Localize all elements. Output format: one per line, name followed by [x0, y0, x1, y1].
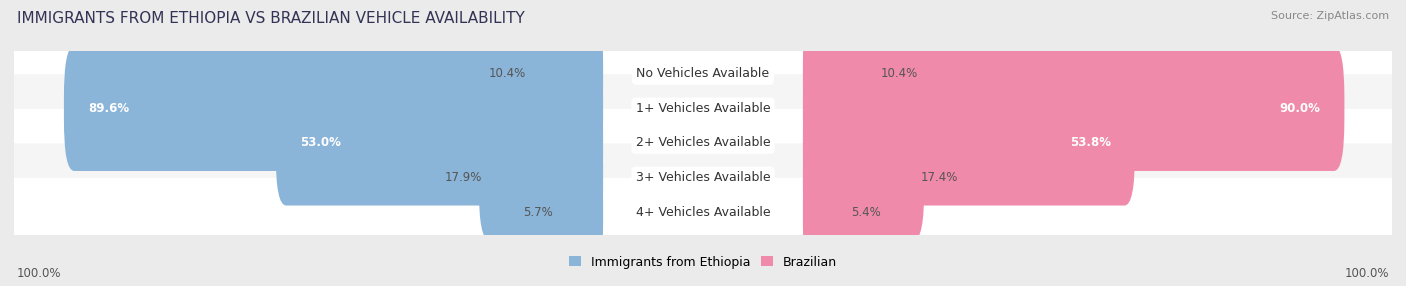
Text: 4+ Vehicles Available: 4+ Vehicles Available: [636, 206, 770, 219]
Text: 2+ Vehicles Available: 2+ Vehicles Available: [636, 136, 770, 150]
FancyBboxPatch shape: [550, 150, 603, 275]
Text: 17.4%: 17.4%: [921, 171, 959, 184]
Text: 53.8%: 53.8%: [1070, 136, 1111, 150]
Text: 53.0%: 53.0%: [299, 136, 340, 150]
FancyBboxPatch shape: [4, 40, 1402, 108]
FancyBboxPatch shape: [479, 115, 603, 240]
FancyBboxPatch shape: [803, 80, 1135, 206]
FancyBboxPatch shape: [276, 80, 603, 206]
Text: 17.9%: 17.9%: [444, 171, 482, 184]
Text: 89.6%: 89.6%: [89, 102, 129, 115]
Text: 1+ Vehicles Available: 1+ Vehicles Available: [636, 102, 770, 115]
FancyBboxPatch shape: [803, 46, 1344, 171]
FancyBboxPatch shape: [4, 178, 1402, 246]
Text: 90.0%: 90.0%: [1279, 102, 1320, 115]
FancyBboxPatch shape: [4, 143, 1402, 212]
Text: IMMIGRANTS FROM ETHIOPIA VS BRAZILIAN VEHICLE AVAILABILITY: IMMIGRANTS FROM ETHIOPIA VS BRAZILIAN VE…: [17, 11, 524, 26]
Text: No Vehicles Available: No Vehicles Available: [637, 67, 769, 80]
FancyBboxPatch shape: [4, 109, 1402, 177]
Text: 10.4%: 10.4%: [488, 67, 526, 80]
Text: 5.7%: 5.7%: [523, 206, 553, 219]
Text: 10.4%: 10.4%: [880, 67, 918, 80]
FancyBboxPatch shape: [803, 115, 924, 240]
Text: 5.4%: 5.4%: [852, 206, 882, 219]
Text: 100.0%: 100.0%: [1344, 267, 1389, 280]
FancyBboxPatch shape: [803, 11, 884, 136]
Text: 3+ Vehicles Available: 3+ Vehicles Available: [636, 171, 770, 184]
FancyBboxPatch shape: [4, 74, 1402, 143]
FancyBboxPatch shape: [63, 46, 603, 171]
Legend: Immigrants from Ethiopia, Brazilian: Immigrants from Ethiopia, Brazilian: [568, 255, 838, 269]
FancyBboxPatch shape: [803, 150, 855, 275]
Text: Source: ZipAtlas.com: Source: ZipAtlas.com: [1271, 11, 1389, 21]
FancyBboxPatch shape: [522, 11, 603, 136]
Text: 100.0%: 100.0%: [17, 267, 62, 280]
